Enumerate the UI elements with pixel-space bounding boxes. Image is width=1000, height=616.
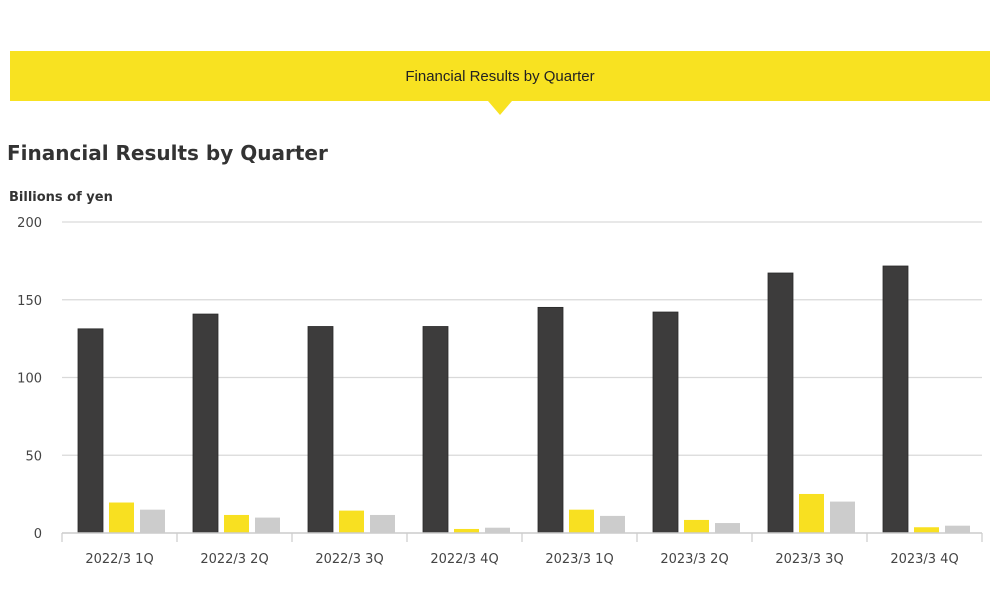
x-tick-label: 2022/3 1Q bbox=[85, 552, 153, 567]
bar bbox=[307, 326, 334, 534]
y-tick-label: 50 bbox=[25, 449, 42, 464]
bar bbox=[77, 328, 104, 534]
banner-arrow-icon bbox=[488, 101, 512, 115]
section-banner[interactable]: Financial Results by Quarter bbox=[10, 51, 990, 101]
y-tick-label: 200 bbox=[17, 216, 42, 231]
bar bbox=[684, 519, 709, 533]
bar bbox=[914, 527, 939, 533]
y-tick-label: 0 bbox=[34, 527, 42, 542]
x-tick-label: 2022/3 4Q bbox=[430, 552, 498, 567]
bar bbox=[569, 509, 594, 533]
bar bbox=[715, 523, 740, 533]
x-tick-label: 2023/3 1Q bbox=[545, 552, 613, 567]
x-tick-label: 2022/3 3Q bbox=[315, 552, 383, 567]
bar bbox=[422, 326, 449, 534]
bar bbox=[485, 527, 510, 533]
bar bbox=[600, 515, 625, 533]
bar bbox=[830, 501, 855, 533]
bar bbox=[339, 510, 364, 533]
banner-label: Financial Results by Quarter bbox=[405, 67, 595, 85]
bar bbox=[370, 514, 395, 533]
bar bbox=[454, 528, 479, 533]
y-axis-label: Billions of yen bbox=[9, 190, 113, 205]
bar bbox=[537, 306, 564, 534]
x-tick-label: 2023/3 3Q bbox=[775, 552, 843, 567]
chart-title: Financial Results by Quarter bbox=[7, 141, 328, 165]
bar bbox=[767, 272, 794, 534]
x-tick-label: 2023/3 2Q bbox=[660, 552, 728, 567]
bar bbox=[652, 311, 679, 534]
x-tick-label: 2023/3 4Q bbox=[890, 552, 958, 567]
y-tick-label: 100 bbox=[17, 372, 42, 387]
bar bbox=[192, 313, 219, 534]
bar bbox=[799, 493, 824, 533]
bar bbox=[224, 514, 249, 533]
bar bbox=[255, 517, 280, 533]
bar bbox=[882, 265, 909, 534]
bar bbox=[140, 509, 165, 533]
y-tick-label: 150 bbox=[17, 294, 42, 309]
x-tick-label: 2022/3 2Q bbox=[200, 552, 268, 567]
bar bbox=[945, 525, 970, 533]
bar bbox=[109, 502, 134, 533]
